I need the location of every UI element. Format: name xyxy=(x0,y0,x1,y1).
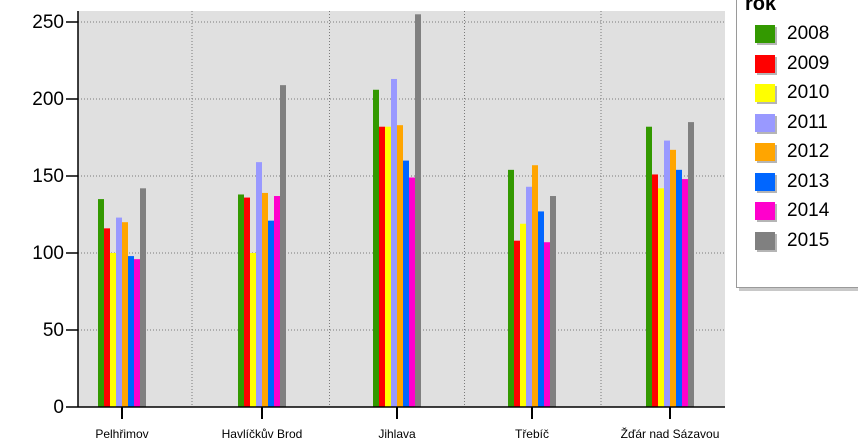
y-tick-label: 0 xyxy=(53,397,64,418)
bar xyxy=(238,194,244,407)
legend-label: 2011 xyxy=(787,111,828,133)
legend-label: 2010 xyxy=(787,82,830,103)
legend-label: 2009 xyxy=(787,52,830,74)
legend-item: 2010 xyxy=(755,82,829,104)
bar xyxy=(646,126,652,407)
bar xyxy=(658,188,664,407)
legend-swatch xyxy=(755,143,775,161)
bar xyxy=(397,125,403,408)
legend-item: 2011 xyxy=(755,112,828,134)
bar xyxy=(373,89,379,407)
bar xyxy=(520,223,526,407)
bar xyxy=(403,160,409,407)
legend-item: 2014 xyxy=(755,200,829,222)
bar xyxy=(532,165,538,407)
bar xyxy=(409,177,415,407)
legend-item: 2012 xyxy=(755,141,829,163)
bar xyxy=(391,78,397,407)
legend-swatch xyxy=(755,54,775,73)
bar xyxy=(140,188,146,407)
bar xyxy=(682,179,688,407)
x-tick-label: Pelhřimov xyxy=(95,427,148,441)
legend-label: 2012 xyxy=(787,141,830,162)
bar xyxy=(256,162,262,407)
y-tick-label: 50 xyxy=(43,320,64,341)
bar xyxy=(244,197,250,407)
bars xyxy=(98,14,694,408)
x-tick-label: Třebíč xyxy=(515,427,549,441)
bar xyxy=(104,228,110,407)
legend: rok 2008 2009 2010 2011 2012 2013 2014 2015 xyxy=(736,0,858,288)
bar xyxy=(652,174,658,407)
y-tick-label: 150 xyxy=(32,166,64,187)
y-tick-label: 200 xyxy=(32,89,64,110)
legend-swatch xyxy=(755,113,775,132)
bar xyxy=(514,240,520,407)
x-tick-label: Jihlava xyxy=(378,427,416,441)
legend-swatch xyxy=(755,231,775,250)
gridlines xyxy=(78,11,725,407)
x-tick-label: Žďár nad Sázavou xyxy=(621,426,720,441)
legend-item: 2009 xyxy=(755,53,829,75)
bar xyxy=(122,222,128,407)
legend-swatch xyxy=(755,202,775,220)
bar xyxy=(280,85,286,407)
y-tick-label: 100 xyxy=(32,243,64,264)
bar xyxy=(262,192,268,407)
bar xyxy=(116,217,122,407)
legend-title: rok xyxy=(745,0,777,15)
legend-item: 2015 xyxy=(755,230,829,252)
legend-item: 2013 xyxy=(755,171,829,193)
bar xyxy=(508,169,514,407)
bar xyxy=(415,14,421,408)
bar xyxy=(268,220,274,407)
bar xyxy=(250,253,256,407)
legend-label: 2014 xyxy=(787,200,830,221)
bar xyxy=(134,259,140,407)
bar xyxy=(98,199,104,407)
legend-item: 2008 xyxy=(755,23,829,45)
x-tick-label: Havlíčkův Brod xyxy=(222,427,303,441)
legend-label: 2013 xyxy=(787,170,830,192)
bar xyxy=(526,186,532,407)
bar xyxy=(128,256,134,407)
bar xyxy=(274,196,280,407)
legend-label: 2015 xyxy=(787,229,830,251)
bar xyxy=(379,126,385,407)
bar xyxy=(538,211,544,407)
bar xyxy=(670,149,676,407)
bar xyxy=(385,126,391,407)
bar xyxy=(550,196,556,407)
y-tick-label: 250 xyxy=(32,12,64,33)
bar xyxy=(110,253,116,407)
x-axis: Pelhřimov Havlíčkův Brod Jihlava Třebíč Žďár… xyxy=(78,406,725,441)
legend-swatch xyxy=(755,25,775,43)
legend-swatch xyxy=(755,84,775,102)
bar xyxy=(676,169,682,407)
bar xyxy=(688,122,694,407)
legend-swatch xyxy=(755,172,775,191)
bar xyxy=(664,140,670,407)
bar xyxy=(544,242,550,407)
bar-chart: 0 50 100 150 200 250 Pelhřimov Havlíčkův Brod J… xyxy=(32,11,725,441)
legend-label: 2008 xyxy=(787,23,830,44)
y-axis: 0 50 100 150 200 250 xyxy=(32,11,79,418)
